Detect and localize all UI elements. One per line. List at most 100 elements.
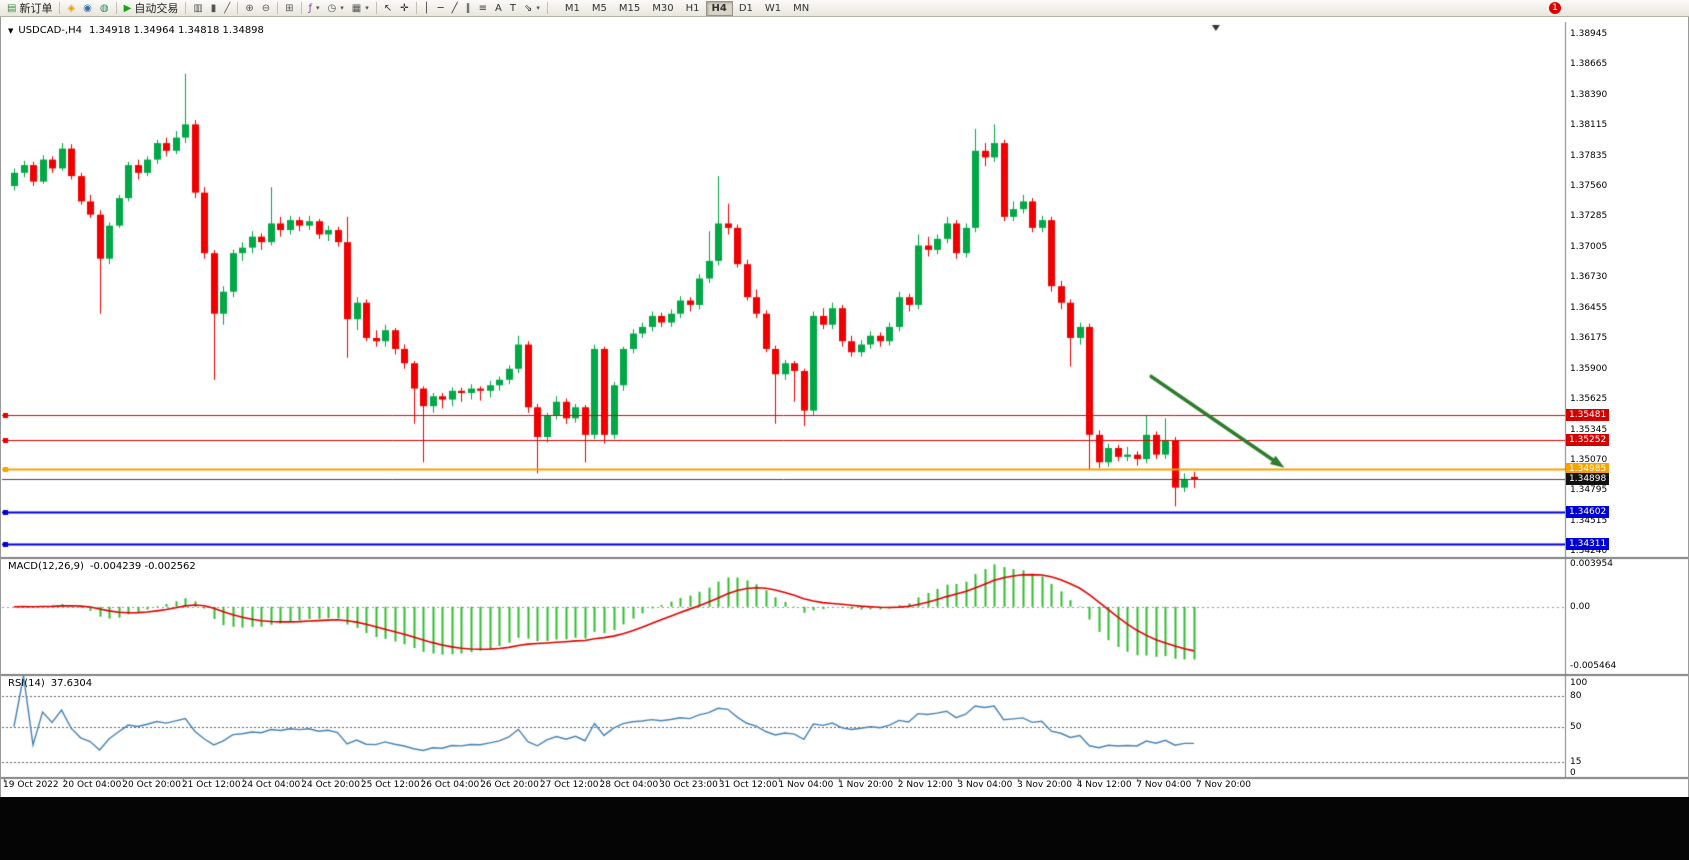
crosshair-icon: ✛ xyxy=(400,2,409,14)
horizontal-line-button[interactable]: ─ xyxy=(434,1,448,16)
support-button[interactable]: ◍ xyxy=(96,1,113,16)
price-axis-label: 1.34795 xyxy=(1570,485,1608,496)
zoom-in-button[interactable]: ⊕ xyxy=(241,1,257,16)
time-axis-label: 19 Oct 2022 xyxy=(3,780,59,790)
arrows-button-dropdown-icon[interactable]: ▾ xyxy=(536,4,540,12)
autotrading-play-icon: ▶ xyxy=(123,2,132,14)
toolbar: ▤ 新订单 ◈ ◉ ◍ ▶ 自动交易 ▥ ▮ ╱ ⊕ ⊖ ⊞ ƒ ▾ ◷ ▾ ▦ ▾ ↖ ✛ │ ─ ╱ ∥ ≡ A T ⇘ ▾ M1 M5… xyxy=(0,0,1689,17)
time-axis-label: 26 Oct 20:00 xyxy=(480,780,539,790)
rsi-axis-label: 80 xyxy=(1570,691,1582,702)
price-axis-label: 1.35625 xyxy=(1570,394,1608,405)
periods-button[interactable]: ◷ ▾ xyxy=(324,1,348,16)
time-axis-label: 21 Oct 12:00 xyxy=(181,780,241,790)
price-level-tag[interactable]: 1.34602 xyxy=(1566,505,1610,518)
price-level-tag[interactable]: 1.35481 xyxy=(1566,408,1610,421)
rsi-indicator-value: 37.6304 xyxy=(50,678,93,689)
price-axis-label: 1.37560 xyxy=(1570,181,1608,192)
rsi-axis-label: 50 xyxy=(1570,721,1582,732)
chart-symbol-period: USDCAD-,H4 xyxy=(18,25,82,36)
price-level-tag[interactable]: 1.34311 xyxy=(1566,537,1610,550)
text-label-button[interactable]: T xyxy=(506,1,520,16)
macd-indicator-name: MACD(12,26,9) xyxy=(8,561,84,572)
templates-button-dropdown-icon[interactable]: ▾ xyxy=(365,4,369,12)
timeframe-d1-button[interactable]: D1 xyxy=(738,2,753,14)
timeframe-w1-button[interactable]: W1 xyxy=(764,2,782,14)
candlestick-chart-button[interactable]: ▮ xyxy=(207,1,221,16)
arrows-button[interactable]: ⇘ ▾ xyxy=(520,1,544,16)
periods-button-dropdown-icon[interactable]: ▾ xyxy=(340,4,344,12)
tile-windows-button[interactable]: ⊞ xyxy=(281,1,297,16)
horizontal-line-icon: ─ xyxy=(437,2,444,14)
indicators-button-dropdown-icon[interactable]: ▾ xyxy=(316,4,320,12)
text-icon: A xyxy=(495,2,502,14)
quick-trade-icon: ◈ xyxy=(67,2,76,14)
time-axis-label: 26 Oct 04:00 xyxy=(420,780,480,790)
price-axis-label: 1.38945 xyxy=(1570,28,1608,39)
chart-ohlc-values: 1.34918 1.34964 1.34818 1.34898 xyxy=(88,25,264,36)
macd-axis-label: 0.003954 xyxy=(1570,558,1613,569)
zoom-out-icon: ⊖ xyxy=(261,2,271,14)
price-axis-label: 1.38390 xyxy=(1570,89,1608,100)
chat-button[interactable]: ◉ xyxy=(79,1,96,16)
timeframe-toolbar: M1 M5 M15 M30 H1 H4 D1 W1 MN xyxy=(559,0,815,16)
price-axis-label: 1.36730 xyxy=(1570,272,1608,283)
indicators-button[interactable]: ƒ ▾ xyxy=(305,1,324,16)
toolbar-separator xyxy=(300,2,302,14)
text-button[interactable]: A xyxy=(491,1,506,16)
bottom-black-strip xyxy=(0,797,1689,860)
toolbar-separator xyxy=(185,2,187,14)
channel-icon: ∥ xyxy=(465,2,471,14)
chart-canvas[interactable] xyxy=(0,22,1689,797)
time-axis-label: 25 Oct 12:00 xyxy=(360,780,420,790)
time-axis-label: 3 Nov 04:00 xyxy=(957,780,1013,790)
bar-chart-button[interactable]: ▥ xyxy=(189,1,206,16)
indicators-icon: ƒ xyxy=(308,2,313,14)
notification-badge[interactable]: 1 xyxy=(1549,2,1561,14)
timeframe-h4-button[interactable]: H4 xyxy=(705,0,733,16)
toolbar-buttons: ▤ 新订单 ◈ ◉ ◍ ▶ 自动交易 ▥ ▮ ╱ ⊕ ⊖ ⊞ ƒ ▾ ◷ ▾ ▦ ▾ ↖ ✛ │ ─ ╱ ∥ ≡ A T ⇘ ▾ xyxy=(3,1,551,16)
rsi-panel-label: RSI(14) 37.6304 xyxy=(8,678,92,689)
channel-button[interactable]: ∥ xyxy=(462,1,475,16)
quick-trade-button[interactable]: ◈ xyxy=(63,1,79,16)
price-level-tag[interactable]: 1.35252 xyxy=(1566,434,1610,447)
rsi-axis-label: 100 xyxy=(1570,678,1588,688)
price-axis-label: 1.37005 xyxy=(1570,242,1608,253)
fibonacci-button[interactable]: ≡ xyxy=(475,1,491,16)
timeframe-m30-button[interactable]: M30 xyxy=(652,2,674,14)
new-order-button[interactable]: ▤ 新订单 xyxy=(3,1,56,16)
time-axis-label: 7 Nov 20:00 xyxy=(1196,780,1251,790)
vertical-line-button[interactable]: │ xyxy=(420,1,434,16)
timeframe-mn-button[interactable]: MN xyxy=(793,2,810,14)
toolbar-separator xyxy=(237,2,239,14)
fibonacci-icon: ≡ xyxy=(478,2,488,14)
templates-button[interactable]: ▦ ▾ xyxy=(348,1,373,16)
clock-icon: ◷ xyxy=(327,2,337,14)
price-level-tag[interactable]: 1.34985 xyxy=(1566,463,1610,476)
price-axis-label: 1.35345 xyxy=(1570,424,1608,435)
zoom-in-icon: ⊕ xyxy=(245,2,254,14)
autotrading-button[interactable]: ▶ 自动交易 xyxy=(120,1,183,16)
candlestick-chart-icon: ▮ xyxy=(210,2,217,14)
window-frame-left xyxy=(0,17,1,797)
timeframe-m5-button[interactable]: M5 xyxy=(591,2,607,14)
current-price-tag: 1.34898 xyxy=(1566,473,1610,486)
cursor-icon: ↖ xyxy=(383,2,393,14)
chart-menu-icon[interactable]: ▼ xyxy=(8,26,14,35)
rsi-indicator-name: RSI(14) xyxy=(8,678,45,689)
time-axis-label: 31 Oct 12:00 xyxy=(718,780,778,790)
crosshair-button[interactable]: ✛ xyxy=(396,1,412,16)
toolbar-separator xyxy=(115,2,117,14)
timeframe-m15-button[interactable]: M15 xyxy=(618,2,641,14)
autotrading-button-label: 自动交易 xyxy=(134,1,179,15)
headset-icon: ◍ xyxy=(99,2,109,14)
zoom-out-button[interactable]: ⊖ xyxy=(258,1,274,16)
timeframe-m1-button[interactable]: M1 xyxy=(564,2,580,14)
timeframe-h1-button[interactable]: H1 xyxy=(685,2,700,14)
trendline-button[interactable]: ╱ xyxy=(448,1,462,16)
line-chart-button[interactable]: ╱ xyxy=(220,1,234,16)
bar-chart-icon: ▥ xyxy=(193,2,203,14)
cursor-button[interactable]: ↖ xyxy=(380,1,396,16)
time-axis-label: 7 Nov 04:00 xyxy=(1136,780,1192,790)
rsi-axis-label: 15 xyxy=(1570,756,1582,767)
